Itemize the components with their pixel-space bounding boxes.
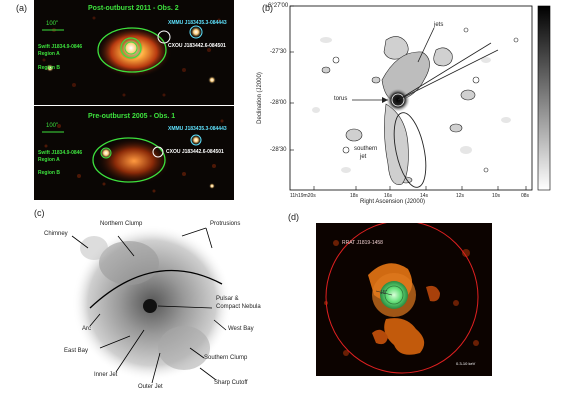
panel-b-torus-label: torus: [334, 96, 348, 102]
panel-b-xtick-5: 10s: [492, 193, 501, 199]
panel-b-label: (b): [262, 3, 273, 13]
panel-d-band: 0.3-10 keV: [456, 361, 476, 366]
panel-c-svg: [71, 225, 232, 384]
panel-b-jets-label: jets: [434, 22, 444, 28]
panel-c-pulsar2: Compact Nebula: [216, 304, 261, 310]
panel-a-bottom-xmmu: XMMU J183435.3-084443: [168, 126, 227, 132]
panel-b-jet-label: jet: [360, 154, 367, 160]
panel-a-top-region-b: Region B: [38, 65, 60, 71]
panel-c-inner-jet: Inner Jet: [94, 372, 118, 378]
panel-b-xtick-3: 14s: [420, 193, 429, 199]
panel-a-top-svg: [42, 16, 221, 97]
panel-c-arc: Arc: [82, 326, 91, 332]
panel-b-xtick-0: 11h19m20s: [290, 193, 316, 199]
panel-c-west-bay: West Bay: [228, 326, 254, 332]
panel-b-ytick-0: -6°27'00: [266, 3, 289, 9]
panel-b-xlabel: Right Ascension (J2000): [360, 199, 426, 205]
panel-b-plot: -6°27'00 -27'30 -28'00 -28'30 Declinatio…: [257, 0, 568, 206]
panel-c-pulsar: Pulsar &: [216, 296, 239, 302]
panel-c-label: (c): [34, 208, 45, 218]
panel-c-sharp-cutoff: Sharp Cutoff: [214, 380, 248, 386]
panel-a-bottom-scale: 100": [46, 123, 59, 129]
panel-a-top-region-a: Region A: [38, 51, 60, 57]
panel-b-ytick-2: -28'00: [270, 100, 287, 106]
panel-a-label: (a): [16, 3, 27, 13]
panel-b-xtick-6: 08s: [521, 193, 530, 199]
panel-b-ytick-3: -28'30: [270, 147, 287, 153]
panel-a-top-image: Post-outburst 2011 - Obs. 2 100" XMMU J1…: [34, 0, 234, 105]
panel-d-label: (d): [288, 212, 299, 222]
panel-c-east-bay: East Bay: [64, 348, 89, 354]
panel-a-top-title: Post-outburst 2011 - Obs. 2: [88, 5, 179, 12]
panel-d-svg: [324, 223, 479, 374]
panel-a-bottom-swift: Swift J1834.9-0846: [38, 150, 83, 156]
panel-a-bottom-image: Pre-outburst 2005 - Obs. 1 100" XMMU J18…: [34, 106, 234, 200]
panel-b-xtick-4: 12s: [456, 193, 465, 199]
panel-b-ytick-1: -27'30: [270, 49, 287, 55]
panel-d-image: RRAT J1819-1458 15" 0.3-10 keV: [316, 223, 492, 376]
panel-a-top-xmmu: XMMU J183435.3-084443: [168, 20, 227, 26]
panel-b-ylabel: Declination (J2000): [256, 72, 263, 124]
panel-a-bottom-region-a: Region A: [38, 157, 60, 163]
panel-b-xtick-2: 16s: [384, 193, 393, 199]
panel-c-image: Northern Clump Protrusions Chimney Pulsa…: [34, 208, 278, 407]
panel-a-top-scale: 100": [46, 21, 59, 27]
panel-a-bottom-svg: [42, 119, 224, 193]
panel-d-source: RRAT J1819-1458: [342, 240, 383, 246]
panel-a-top-cxou: CXOU J183442.6-084501: [168, 43, 226, 49]
panel-c-southern-clump: Southern Clump: [204, 355, 248, 361]
panel-c-chimney: Chimney: [44, 231, 68, 237]
panel-c-protrusions: Protrusions: [210, 221, 241, 227]
panel-b-xtick-1: 18s: [350, 193, 359, 199]
panel-a-bottom-cxou: CXOU J183442.6-084501: [166, 149, 224, 155]
panel-d-inner-scale: 15": [380, 290, 388, 296]
panel-c-northern-clump: Northern Clump: [100, 221, 143, 227]
region-a-ellipse: [97, 27, 167, 73]
panel-a-bottom-title: Pre-outburst 2005 - Obs. 1: [88, 113, 176, 120]
panel-b-svg: [289, 5, 551, 191]
panel-c-outer-jet: Outer Jet: [138, 384, 163, 390]
panel-a-top-swift: Swift J1834.9-0846: [38, 44, 83, 50]
panel-a-bottom-region-b: Region B: [38, 170, 60, 176]
panel-b-southern-label: southern: [354, 146, 378, 152]
